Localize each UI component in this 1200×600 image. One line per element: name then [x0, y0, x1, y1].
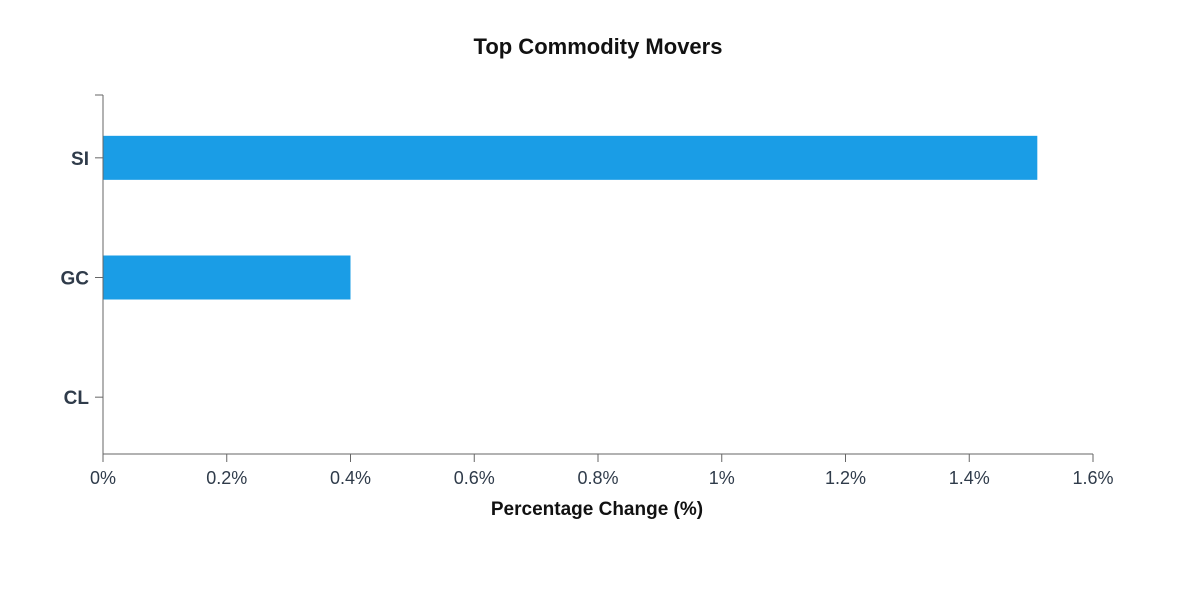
bar-si — [103, 135, 1038, 180]
bar-gc — [103, 255, 351, 300]
x-axis-label: Percentage Change (%) — [491, 499, 703, 520]
x-tick-label: 0.2% — [206, 468, 247, 488]
x-tick-label: 0.6% — [454, 468, 495, 488]
x-tick-label: 0.4% — [330, 468, 371, 488]
x-axis: 0% 0.2% 0.4% 0.6% 0.8% 1% 1.2% 1.4% 1.6% — [90, 453, 1114, 488]
bars-layer — [103, 135, 1038, 300]
x-tick-label: 1.4% — [949, 468, 990, 488]
x-tick-label: 0.8% — [577, 468, 618, 488]
chart-title: Top Commodity Movers — [474, 34, 723, 59]
y-tick-label-si: SI — [71, 149, 89, 170]
x-tick-label: 1.6% — [1072, 468, 1113, 488]
x-tick-label: 0% — [90, 468, 116, 488]
y-tick-label-cl: CL — [64, 388, 90, 409]
x-tick-label: 1.2% — [825, 468, 866, 488]
y-axis: SI GC CL — [61, 94, 104, 454]
x-tick-label: 1% — [709, 468, 735, 488]
y-tick-label-gc: GC — [61, 269, 90, 290]
